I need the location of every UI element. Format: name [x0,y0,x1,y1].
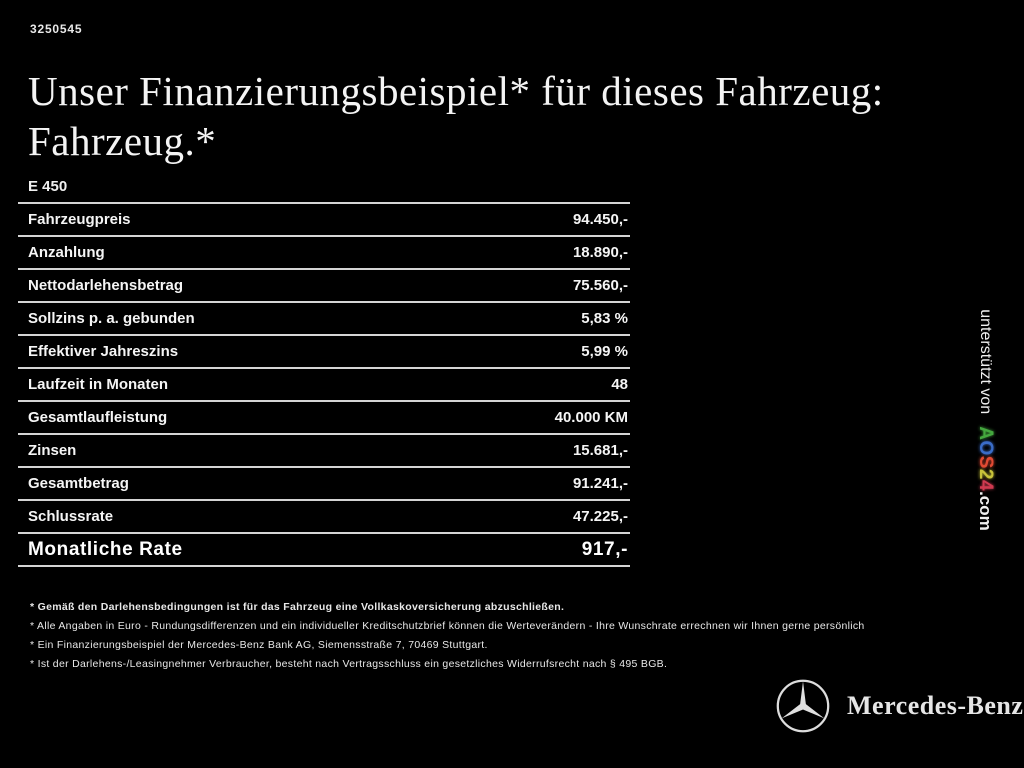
table-row: Gesamtlaufleistung 40.000 KM [18,400,630,433]
row-value: 15.681,- [572,442,628,459]
row-value: 5,83 % [581,310,628,327]
aos24-letter: S [975,455,996,469]
finance-table: Fahrzeugpreis 94.450,- Anzahlung 18.890,- Ne… [18,202,630,567]
side-banner-prefix: unterstützt von [977,309,994,415]
row-value: 47.225,- [572,508,628,525]
row-label: Schlussrate [28,508,114,525]
table-row-total: Monatliche Rate 917,- [18,532,630,565]
aos24-letter: O [975,440,996,456]
footnote-line: * Ein Finanzierungsbeispiel der Mercedes… [30,639,488,651]
table-row: Nettodarlehensbetrag 75.560,- [18,268,630,301]
mercedes-footer: Mercedes-Benz [775,678,1023,734]
row-value: 917,- [581,538,628,560]
table-row: Effektiver Jahreszins 5,99 % [18,334,630,367]
footnotes: * Gemäß den Darlehensbedingungen ist für… [30,598,990,674]
row-label: Effektiver Jahreszins [28,343,179,360]
page-title: Unser Finanzierungsbeispiel* für dieses … [28,66,978,166]
model-label: E 450 [28,178,68,195]
mercedes-wordmark: Mercedes-Benz [847,691,1024,720]
page-title-line2: Fahrzeug.* [28,118,217,164]
table-row: Anzahlung 18.890,- [18,235,630,268]
footnote-line: * Alle Angaben in Euro - Rundungsdiffere… [30,620,865,632]
table-row: Zinsen 15.681,- [18,433,630,466]
row-value: 48 [611,376,628,393]
table-row: Fahrzeugpreis 94.450,- [18,202,630,235]
page-title-line1: Unser Finanzierungsbeispiel* für dieses … [28,68,884,114]
footnote-line: * Gemäß den Darlehensbedingungen ist für… [30,601,565,613]
row-label: Zinsen [28,442,77,459]
table-row: Schlussrate 47.225,- [18,499,630,532]
aos24-letter: A [975,426,996,441]
row-value: 40.000 KM [554,409,628,426]
row-label: Nettodarlehensbetrag [28,277,184,294]
row-label: Gesamtbetrag [28,475,129,492]
row-value: 18.890,- [572,244,628,261]
row-label: Monatliche Rate [28,538,183,560]
aos24-logo: AOS24 [974,426,996,491]
footnote-line: * Ist der Darlehens-/Leasingnehmer Verbr… [30,658,668,670]
row-value: 94.450,- [572,211,628,228]
aos24-letter: 4 [975,479,996,492]
row-label: Gesamtlaufleistung [28,409,168,426]
mercedes-star-icon [776,679,830,733]
document-id: 3250545 [30,22,83,36]
table-row: Gesamtbetrag 91.241,- [18,466,630,499]
row-value: 91.241,- [572,475,628,492]
row-value: 5,99 % [581,343,628,360]
aos24-letter: 2 [975,468,996,480]
row-label: Laufzeit in Monaten [28,376,168,393]
row-value: 75.560,- [572,277,628,294]
table-row: Sollzins p. a. gebunden 5,83 % [18,301,630,334]
row-label: Fahrzeugpreis [28,211,131,228]
table-row: Laufzeit in Monaten 48 [18,367,630,400]
row-label: Sollzins p. a. gebunden [28,310,195,327]
side-banner: unterstützt von AOS24 .com [974,270,996,570]
row-label: Anzahlung [28,244,105,261]
side-banner-suffix: .com [976,491,995,531]
